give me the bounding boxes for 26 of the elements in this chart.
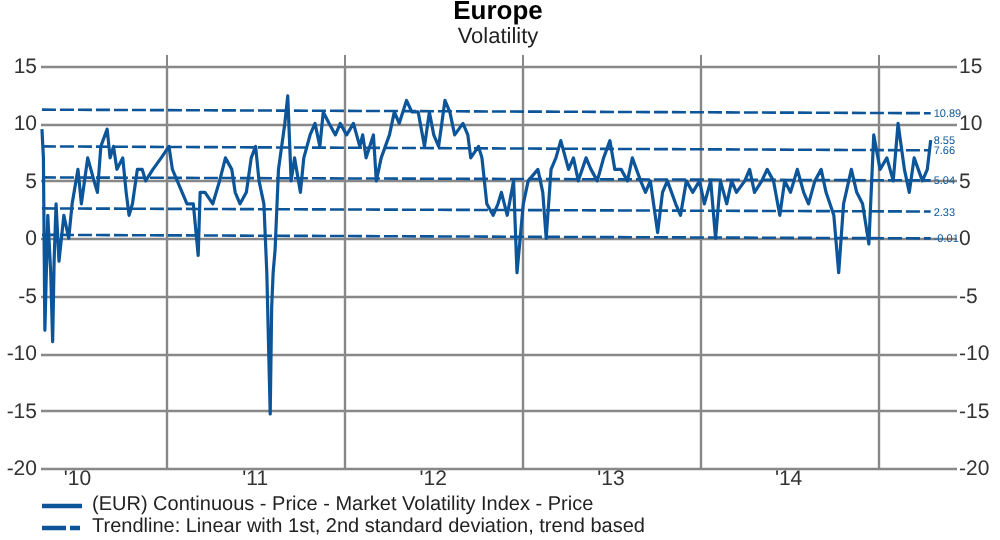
chart-title: Europe: [453, 0, 543, 25]
y-tick-label: -10: [6, 342, 38, 367]
chart-subtitle: Volatility: [457, 25, 540, 49]
y-tick-label: 15: [13, 55, 38, 79]
y2-tick-label: -10: [959, 342, 990, 367]
y-tick-label: -5: [18, 284, 38, 309]
legend-label: Trendline: Linear with 1st, 2nd standard deviation, trend based: [92, 515, 645, 538]
y2-tick-label: 15: [959, 55, 983, 79]
y2-tick-label: -20: [959, 457, 990, 481]
y-tick-label: 10: [13, 112, 38, 137]
legend-label: (EUR) Continuous - Price - Market Volatility Index - Price: [92, 494, 594, 517]
y2-tick-label: 5: [959, 169, 971, 194]
y-tick-label: -15: [6, 399, 38, 424]
y2-tick-label: -5: [959, 284, 978, 309]
y2-tick-label: 0: [959, 227, 971, 252]
x-tick-label: '12: [419, 467, 448, 491]
x-tick-label: '14: [774, 467, 803, 491]
x-tick-label: '11: [242, 467, 269, 491]
line-series: [40, 94, 933, 416]
x-tick-label: '10: [63, 467, 92, 491]
y-tick-label: 0: [25, 227, 38, 252]
y2-tick-label: -15: [959, 399, 990, 424]
x-tick-label: '13: [597, 467, 625, 491]
y-tick-label: -20: [6, 457, 38, 481]
y-tick-label: 5: [25, 169, 38, 194]
y2-tick-label: 10: [959, 112, 983, 137]
